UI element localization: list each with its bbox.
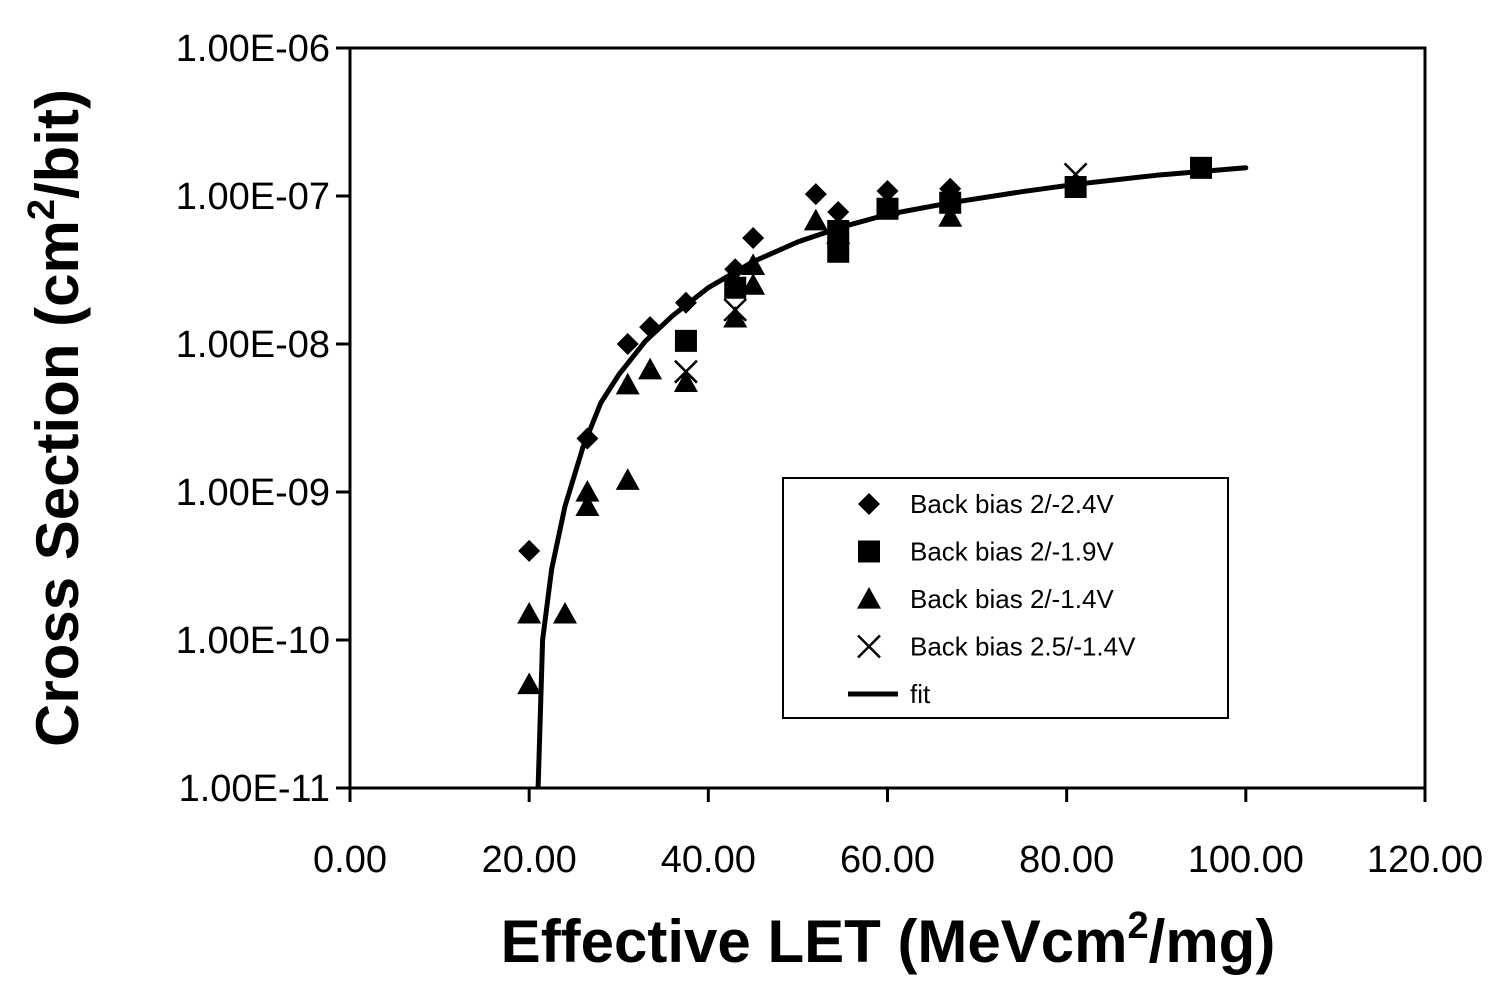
data-point-diamond xyxy=(616,333,639,355)
data-point-x xyxy=(723,298,748,322)
data-point-diamond xyxy=(674,291,697,314)
data-point-triangle xyxy=(741,273,766,295)
x-tick-label: 0.00 xyxy=(313,839,387,881)
legend-label: Back bias 2/-2.4V xyxy=(910,489,1114,519)
data-point-diamond xyxy=(576,427,599,450)
legend-swatch-diamond xyxy=(858,493,880,515)
data-point-square xyxy=(827,240,850,263)
x-tick-label: 120.00 xyxy=(1367,839,1483,881)
data-point-triangle xyxy=(875,194,900,217)
x-tick-label: 60.00 xyxy=(840,839,935,881)
x-axis-title-sup: 2 xyxy=(1128,905,1149,947)
data-point-triangle xyxy=(803,208,828,231)
axis-ticks xyxy=(336,46,1427,802)
data-point-triangle xyxy=(575,494,600,516)
data-point-triangle xyxy=(826,222,851,245)
legend-swatch-x xyxy=(857,634,881,659)
y-axis-title-tail: /bit) xyxy=(24,89,91,199)
data-point-triangle xyxy=(615,468,640,490)
data-point-x xyxy=(1063,162,1088,187)
data-point-diamond xyxy=(724,258,747,281)
data-point-square xyxy=(1064,176,1087,199)
data-point-square xyxy=(1190,156,1213,179)
x-tick-label: 40.00 xyxy=(661,839,756,881)
legend-label: fit xyxy=(910,679,931,709)
data-point-triangle xyxy=(517,672,542,695)
x-tick-label: 100.00 xyxy=(1188,839,1304,881)
legend-swatch-square xyxy=(858,540,880,563)
data-point-diamond xyxy=(804,183,827,206)
legend-label: Back bias 2/-1.4V xyxy=(910,584,1114,614)
legend-label: Back bias 2/-1.9V xyxy=(910,537,1114,567)
y-tick-label: 1.00E-06 xyxy=(176,28,330,70)
legend-swatch-triangle xyxy=(857,587,881,609)
data-point-square xyxy=(939,191,962,214)
data-point-triangle xyxy=(638,357,663,380)
data-point-triangle xyxy=(615,372,640,395)
x-tick-label: 20.00 xyxy=(482,839,577,881)
data-point-triangle xyxy=(673,370,698,393)
data-point-diamond xyxy=(827,200,850,223)
x-axis-title: Effective LET (MeVcm2/mg) xyxy=(501,905,1276,975)
points-layer xyxy=(517,156,1213,695)
y-tick-label: 1.00E-09 xyxy=(176,472,330,514)
data-point-diamond xyxy=(876,180,899,203)
y-tick-label: 1.00E-07 xyxy=(176,176,330,218)
data-point-triangle xyxy=(938,205,963,227)
x-axis-title-tail: /mg) xyxy=(1149,908,1276,975)
y-axis-title: Cross Section (cm2/bit) xyxy=(21,89,91,747)
data-point-diamond xyxy=(518,539,541,562)
y-tick-label: 1.00E-11 xyxy=(179,768,330,810)
data-point-diamond xyxy=(639,316,662,339)
fit-curve xyxy=(535,165,1249,788)
tick-labels: 0.00 20.00 40.00 60.00 80.00 100.00 120.00 1.00… xyxy=(176,28,1483,881)
data-point-square xyxy=(724,276,747,299)
x-tick-label: 80.00 xyxy=(1019,839,1114,881)
data-point-triangle xyxy=(553,601,577,624)
fit-layer xyxy=(535,165,1249,788)
legend: Back bias 2/-2.4V Back bias 2/-1.9V Back b… xyxy=(782,477,1229,719)
data-point-triangle xyxy=(741,253,766,275)
x-axis-title-main: Effective LET (MeVcm xyxy=(501,908,1128,975)
data-point-triangle xyxy=(517,601,542,624)
legend-label: Back bias 2.5/-1.4V xyxy=(910,632,1136,662)
data-point-x xyxy=(674,359,698,384)
y-tick-label: 1.00E-08 xyxy=(176,324,330,366)
data-point-triangle xyxy=(723,305,748,328)
y-tick-label: 1.00E-10 xyxy=(176,620,330,662)
data-point-triangle xyxy=(575,480,600,502)
y-axis-title-main: Cross Section (cm xyxy=(24,220,91,747)
data-point-square xyxy=(674,329,697,352)
legend-box xyxy=(782,477,1229,719)
y-axis-title-sup: 2 xyxy=(21,199,63,220)
data-point-diamond xyxy=(742,227,765,250)
